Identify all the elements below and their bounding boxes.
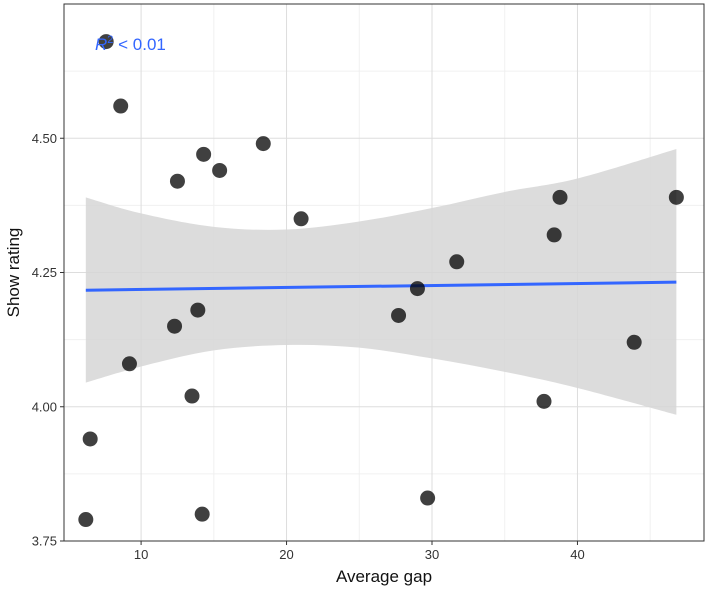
data-point [546, 227, 562, 243]
data-point [196, 146, 212, 162]
data-point [169, 173, 185, 189]
x-axis-ticks: 10 20 30 40 [134, 541, 585, 562]
data-point [212, 162, 228, 178]
data-point [98, 34, 114, 50]
data-point [293, 211, 309, 227]
data-point [82, 431, 98, 447]
y-axis-title: Show rating [4, 228, 23, 318]
y-tick-label: 3.75 [32, 534, 57, 549]
data-point [552, 189, 568, 205]
data-point [449, 254, 465, 270]
data-point [113, 98, 129, 114]
x-tick-label: 10 [134, 547, 148, 562]
x-tick-label: 40 [570, 547, 584, 562]
r-superscript: 2 [107, 34, 113, 46]
r-symbol: R [95, 35, 107, 54]
data-point [391, 307, 407, 323]
data-point [409, 281, 425, 297]
data-point [420, 490, 436, 506]
r-suffix: < 0.01 [113, 35, 165, 54]
x-axis-title: Average gap [336, 567, 432, 586]
regression-line [85, 280, 677, 292]
y-tick-label: 4.50 [32, 131, 57, 146]
data-point [167, 318, 183, 334]
x-tick-label: 20 [279, 547, 293, 562]
data-point [255, 136, 271, 152]
data-point [536, 393, 552, 409]
data-points [78, 34, 684, 528]
data-point [194, 506, 210, 522]
y-tick-label: 4.00 [32, 399, 57, 414]
x-tick-label: 30 [425, 547, 439, 562]
data-point [121, 356, 137, 372]
r-squared-annotation: R2 < 0.01 [95, 34, 166, 54]
data-point [184, 388, 200, 404]
data-point [190, 302, 206, 318]
y-tick-label: 4.25 [32, 265, 57, 280]
data-point [668, 189, 684, 205]
y-axis-ticks: 3.75 4.00 4.25 4.50 [32, 131, 64, 549]
data-point [78, 512, 94, 528]
confidence-band [85, 148, 677, 415]
data-point [626, 334, 642, 350]
